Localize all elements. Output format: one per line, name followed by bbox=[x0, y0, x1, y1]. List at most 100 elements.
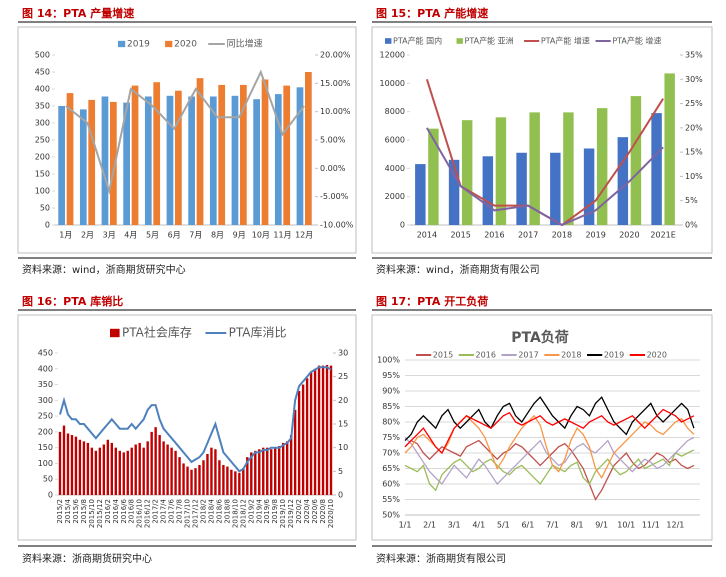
bar bbox=[66, 433, 70, 495]
y-tick-label: 50 bbox=[40, 204, 50, 213]
y-tick-label: 150 bbox=[38, 443, 53, 452]
bar bbox=[285, 441, 289, 495]
source: 资料来源：浙商期货研究中心 bbox=[22, 552, 152, 565]
bar bbox=[240, 84, 247, 225]
y2-tick-label: 0% bbox=[685, 221, 698, 230]
bar bbox=[428, 128, 439, 225]
bar bbox=[274, 447, 277, 495]
x-tick-label: 2020 bbox=[619, 231, 639, 240]
bar bbox=[131, 85, 139, 225]
bar bbox=[651, 113, 662, 225]
y2-tick-label: 20 bbox=[338, 396, 348, 405]
bar bbox=[138, 442, 141, 495]
bar bbox=[231, 95, 239, 225]
x-tick-label: 2月 bbox=[81, 231, 94, 240]
bar bbox=[196, 78, 204, 226]
y-tick-label: 300 bbox=[35, 119, 50, 128]
bar bbox=[283, 85, 291, 225]
y-tick-label: 75% bbox=[382, 433, 400, 442]
bar bbox=[261, 79, 269, 225]
x-tick-label: 2016/2 bbox=[104, 499, 112, 524]
y2-tick-label: 10% bbox=[685, 172, 703, 181]
y-tick-label: 200 bbox=[35, 153, 50, 162]
panel-frame bbox=[17, 26, 357, 254]
x-tick-label: 2018/12 bbox=[239, 499, 247, 528]
y-tick-label: 350 bbox=[38, 380, 53, 389]
caption: 图 14：PTA 产量增速 bbox=[22, 6, 134, 20]
y-tick-label: 400 bbox=[35, 85, 50, 94]
caption: 图 17：PTA 开工负荷 bbox=[376, 294, 488, 308]
y-tick-label: 0 bbox=[48, 491, 53, 500]
y-tick-label: 450 bbox=[35, 68, 50, 77]
x-tick-label: 12/1 bbox=[666, 521, 684, 530]
x-tick-label: 2015/4 bbox=[64, 498, 72, 523]
x-tick-label: 2017/2 bbox=[152, 499, 160, 524]
bar bbox=[630, 96, 642, 225]
x-tick-label: 2015/2 bbox=[56, 499, 64, 524]
y-tick-label: 250 bbox=[38, 412, 53, 421]
legend-label: 2015 bbox=[433, 351, 453, 360]
y-tick-label: 8000 bbox=[385, 107, 405, 116]
bar bbox=[297, 390, 301, 495]
x-tick-label: 2016/10 bbox=[136, 499, 144, 528]
bar bbox=[274, 94, 282, 225]
x-tick-label: 2017/6 bbox=[168, 498, 176, 523]
series-line bbox=[404, 408, 695, 455]
x-tick-label: 2020/8 bbox=[319, 499, 327, 524]
x-tick-label: 2018/2 bbox=[199, 499, 207, 524]
bar bbox=[495, 117, 507, 225]
bar bbox=[106, 439, 110, 495]
bar bbox=[293, 409, 297, 495]
bar bbox=[153, 82, 161, 225]
bar bbox=[98, 447, 102, 495]
y-tick-label: 350 bbox=[35, 102, 50, 111]
x-tick-label: 10月 bbox=[252, 231, 270, 240]
panel-frame bbox=[17, 314, 357, 541]
source: 资料来源：浙商期货有限公司 bbox=[376, 552, 506, 565]
y-tick-label: 80% bbox=[382, 418, 400, 427]
source: 资料来源：wind，浙商期货有限公司 bbox=[376, 263, 540, 276]
y-tick-label: 65% bbox=[382, 464, 400, 473]
bar bbox=[144, 96, 152, 225]
x-tick-label: 2018 bbox=[552, 231, 572, 240]
legend-swatch bbox=[385, 38, 392, 44]
legend-label: 同比增速 bbox=[227, 38, 263, 50]
x-tick-label: 2017/4 bbox=[160, 498, 168, 523]
bar bbox=[146, 441, 149, 495]
x-tick-label: 2015/12 bbox=[96, 499, 104, 528]
x-tick-label: 2018/10 bbox=[231, 499, 239, 528]
bar bbox=[170, 447, 173, 495]
legend-label: 2016 bbox=[476, 351, 496, 360]
y2-tick-label: 5% bbox=[685, 196, 698, 205]
x-tick-label: 7/1 bbox=[546, 521, 559, 530]
bar bbox=[74, 436, 78, 495]
bar bbox=[126, 450, 129, 495]
x-tick-label: 5月 bbox=[146, 231, 159, 240]
x-tick-label: 2017/8 bbox=[176, 499, 184, 524]
x-tick-label: 2016/6 bbox=[120, 498, 128, 523]
bar bbox=[209, 96, 217, 225]
x-tick-label: 2019/4 bbox=[255, 498, 263, 523]
y2-tick-label: 25 bbox=[338, 372, 348, 381]
x-tick-label: 1/1 bbox=[399, 521, 412, 530]
x-tick-label: 2020/10 bbox=[327, 499, 335, 528]
legend-swatch bbox=[110, 328, 120, 338]
bar bbox=[325, 364, 329, 495]
bar bbox=[238, 472, 241, 495]
bar bbox=[596, 108, 608, 225]
y-tick-label: 450 bbox=[38, 349, 53, 358]
series-line bbox=[404, 436, 695, 486]
bar bbox=[218, 460, 221, 495]
bar bbox=[281, 442, 285, 495]
bar bbox=[550, 152, 561, 225]
legend-label: 2019 bbox=[127, 40, 150, 50]
x-tick-label: 2018/6 bbox=[215, 498, 223, 523]
caption: 图 16：PTA 库销比 bbox=[22, 294, 123, 308]
bar bbox=[58, 431, 62, 495]
y2-tick-label: 10.00% bbox=[320, 107, 351, 116]
bar bbox=[210, 447, 213, 495]
panel-frame bbox=[371, 314, 713, 541]
y2-tick-label: 10 bbox=[338, 443, 348, 452]
y-tick-label: 12000 bbox=[380, 51, 405, 60]
